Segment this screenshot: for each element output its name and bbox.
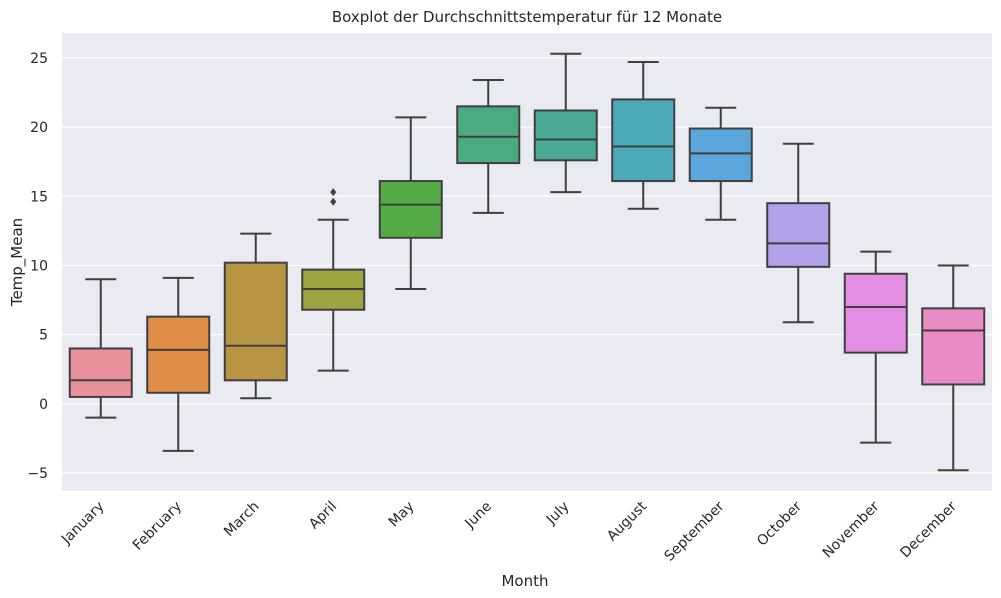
x-tick-label: September xyxy=(662,498,728,564)
box-november xyxy=(843,250,908,444)
box-iqr xyxy=(146,315,211,394)
box-october xyxy=(766,142,831,324)
x-tick-label: April xyxy=(306,499,340,533)
x-tick-label: November xyxy=(820,498,883,561)
y-tick-label: 25 xyxy=(30,51,48,67)
box-april xyxy=(301,188,366,372)
box-iqr xyxy=(766,202,831,268)
x-axis-label: Month xyxy=(501,572,548,590)
chart-title: Boxplot der Durchschnittstemperatur für … xyxy=(332,8,722,26)
x-tick-label: October xyxy=(754,498,805,549)
x-tick-label: June xyxy=(461,499,495,533)
x-tick-label: February xyxy=(130,499,185,554)
plot-area xyxy=(62,33,992,491)
x-tick-labels: January February March April May June July Augu… xyxy=(58,498,960,564)
y-tick-label: −5 xyxy=(27,466,48,482)
x-tick-label: July xyxy=(543,499,573,529)
grid-lines xyxy=(62,57,992,474)
box-iqr xyxy=(533,109,598,162)
box-iqr xyxy=(611,98,676,183)
box-iqr xyxy=(223,261,288,382)
boxes-group xyxy=(68,52,986,472)
box-december xyxy=(921,264,986,472)
y-tick-label: 20 xyxy=(30,120,48,136)
box-iqr xyxy=(688,127,753,183)
box-january xyxy=(68,278,133,419)
box-july xyxy=(533,52,598,194)
box-september xyxy=(688,106,753,221)
box-iqr xyxy=(378,180,443,239)
outlier-point xyxy=(330,197,337,206)
x-tick-label: March xyxy=(221,499,262,540)
box-iqr xyxy=(68,347,133,398)
y-axis-label: Temp_Mean xyxy=(8,218,27,307)
y-tick-labels: −5 0 5 10 15 20 25 xyxy=(27,51,48,482)
x-tick-label: May xyxy=(386,499,418,531)
box-iqr xyxy=(456,105,521,165)
x-tick-label: August xyxy=(604,498,650,544)
y-tick-label: 5 xyxy=(39,328,48,344)
y-tick-label: 15 xyxy=(30,189,48,205)
y-tick-label: 10 xyxy=(30,258,48,274)
outlier-point xyxy=(330,188,337,197)
box-march xyxy=(223,232,288,400)
box-february xyxy=(146,276,211,452)
box-iqr xyxy=(843,272,908,354)
box-august xyxy=(611,61,676,210)
box-iqr xyxy=(921,307,986,386)
y-tick-label: 0 xyxy=(39,397,48,413)
x-tick-label: January xyxy=(58,499,108,549)
x-tick-label: December xyxy=(897,498,960,561)
box-june xyxy=(456,79,521,214)
box-may xyxy=(378,116,443,290)
